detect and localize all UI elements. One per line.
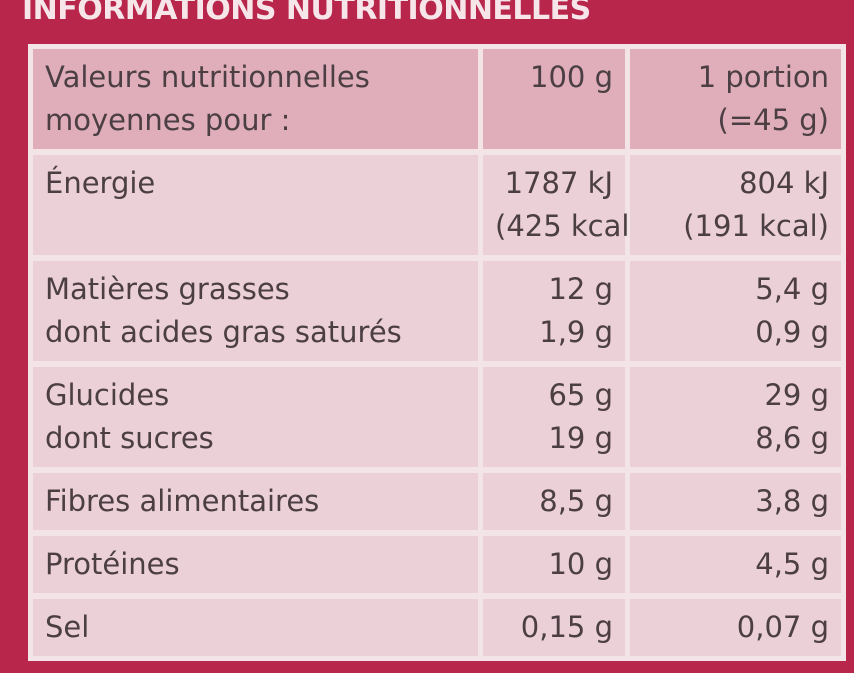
value-portion: 804 kJ	[739, 166, 829, 200]
nutrition-table: Valeurs nutritionnelles moyennes pour : 10…	[28, 44, 846, 661]
header-row: Valeurs nutritionnelles moyennes pour : 10…	[33, 49, 841, 149]
label-cell: Matières grasses dont acides gras saturés	[33, 261, 478, 361]
per100-cell: 0,15 g	[483, 599, 625, 656]
value-portion: 0,9 g	[755, 315, 829, 349]
value-per100: 1787 kJ	[504, 166, 613, 200]
per100-cell: 10 g	[483, 536, 625, 593]
nutrient-group: Sel 0,15 g 0,07 g	[33, 599, 841, 656]
header-text: 100 g	[530, 60, 613, 94]
header-portion-cell: 1 portion (=45 g)	[630, 49, 841, 149]
value-portion: 5,4 g	[755, 272, 829, 306]
per100-cell: 8,5 g	[483, 473, 625, 530]
spacer	[45, 205, 466, 248]
nutrient-label: Glucides	[45, 378, 170, 412]
nutrient-group: Fibres alimentaires 8,5 g 3,8 g	[33, 473, 841, 530]
nutrient-label: dont acides gras saturés	[45, 315, 402, 349]
portion-cell: 3,8 g	[630, 473, 841, 530]
value-portion: 4,5 g	[755, 547, 829, 581]
nutrient-label: Énergie	[45, 166, 156, 200]
nutrient-label: Sel	[45, 610, 90, 644]
label-cell: Glucides dont sucres	[33, 367, 478, 467]
nutrient-label: Fibres alimentaires	[45, 484, 320, 518]
nutrient-label: Protéines	[45, 547, 180, 581]
value-per100: 10 g	[548, 547, 613, 581]
nutrient-label: dont sucres	[45, 421, 214, 455]
header-text: Valeurs nutritionnelles	[45, 60, 370, 94]
header-text: 1 portion	[697, 60, 829, 94]
nutrient-label: Matières grasses	[45, 272, 290, 306]
header-text: moyennes pour :	[45, 103, 291, 137]
value-per100: 8,5 g	[539, 484, 613, 518]
portion-cell: 29 g 8,6 g	[630, 367, 841, 467]
value-portion: 8,6 g	[755, 421, 829, 455]
header-per100-cell: 100 g	[483, 49, 625, 149]
value-portion: (191 kcal)	[683, 209, 829, 243]
nutrient-group: Énergie 1787 kJ (425 kcal) 804 kJ (191 kcal…	[33, 155, 841, 255]
nutrient-group: Protéines 10 g 4,5 g	[33, 536, 841, 593]
value-per100: 0,15 g	[520, 610, 613, 644]
value-per100: (425 kcal)	[495, 209, 641, 243]
header-label-cell: Valeurs nutritionnelles moyennes pour :	[33, 49, 478, 149]
header-text: (=45 g)	[717, 103, 829, 137]
label-cell: Protéines	[33, 536, 478, 593]
portion-cell: 804 kJ (191 kcal)	[630, 155, 841, 255]
per100-cell: 12 g 1,9 g	[483, 261, 625, 361]
label-cell: Énergie	[33, 155, 478, 255]
nutrient-group: Glucides dont sucres 65 g 19 g 29 g 8,6 g	[33, 367, 841, 467]
portion-cell: 4,5 g	[630, 536, 841, 593]
label-cell: Fibres alimentaires	[33, 473, 478, 530]
value-portion: 3,8 g	[755, 484, 829, 518]
value-portion: 0,07 g	[736, 610, 829, 644]
value-per100: 65 g	[548, 378, 613, 412]
value-per100: 12 g	[548, 272, 613, 306]
per100-cell: 65 g 19 g	[483, 367, 625, 467]
title: INFORMATIONS NUTRITIONNELLES	[22, 0, 591, 27]
portion-cell: 5,4 g 0,9 g	[630, 261, 841, 361]
label-cell: Sel	[33, 599, 478, 656]
per100-cell: 1787 kJ (425 kcal)	[483, 155, 641, 255]
nutrient-group: Matières grasses dont acides gras saturés…	[33, 261, 841, 361]
value-portion: 29 g	[764, 378, 829, 412]
value-per100: 19 g	[548, 421, 613, 455]
value-per100: 1,9 g	[539, 315, 613, 349]
portion-cell: 0,07 g	[630, 599, 841, 656]
